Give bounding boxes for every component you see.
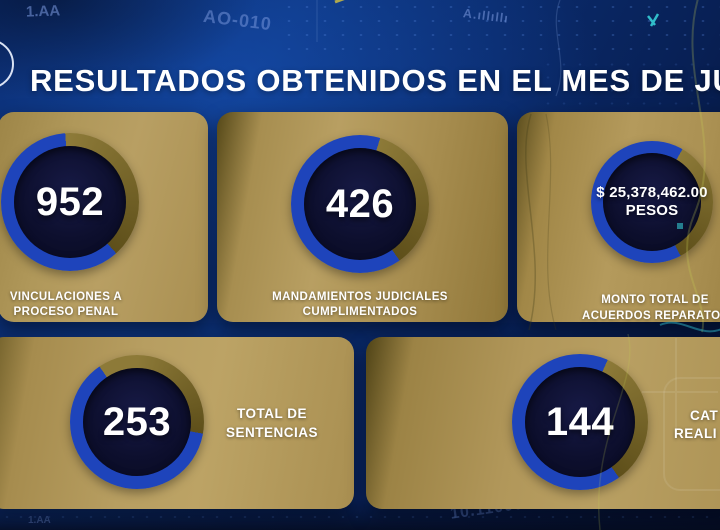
stat-label-line1: CAT [690,408,719,423]
decor-code-top-left: 1.AA [25,2,61,21]
dot-grid-bottom [0,511,720,523]
stat-value: 253 [102,399,172,444]
donut-hole [83,368,191,476]
donut-chart-sentencias: 253 [70,355,204,489]
decor-code-bottom-left: 1.AA [28,515,51,526]
stat-label-line2: REALI [674,426,717,441]
stat-label: TOTAL DE SENTENCIAS [225,406,318,440]
stat-label-line2: ACUERDOS REPARATORI [582,310,720,322]
stat-value-money: $ 25,378,462.00 PESOS [596,183,708,220]
donut-hole [603,153,701,251]
page-title: RESULTADOS OBTENIDOS EN EL MES DE JU [30,62,720,98]
stat-label-line1: MONTO TOTAL DE [601,294,709,306]
donut-chart-vinculaciones: 952 [1,133,139,271]
dot-grid-top [280,0,720,56]
card-vinculaciones-proceso-penal: 952 VINCULACIONES A PROCESO PENAL [0,112,208,322]
donut-chart-monto: $ 25,378,462.00 PESOS [591,141,713,263]
top-left-shade [0,0,260,100]
stat-value: 952 [35,179,105,224]
stat-value: 426 [325,181,395,226]
donut-hole [525,367,635,477]
donut-chart-cateos: 144 [512,354,648,490]
card-monto-acuerdos-reparatorios: $ 25,378,462.00 PESOS MONTO TOTAL DE ACU… [517,112,720,322]
card-cateos-realizados: 144 CAT REALI [366,337,720,509]
card-mandamientos-judiciales: 426 MANDAMIENTOS JUDICIALES CUMPLIMENTAD… [217,112,508,322]
dot-grid-right [540,58,720,110]
stat-label: VINCULACIONES A PROCESO PENAL [9,291,123,318]
stat-value: 144 [545,399,615,444]
stat-label: MANDAMIENTOS JUDICIALES CUMPLIMENTADOS [272,291,448,318]
donut-chart-mandamientos: 426 [291,135,429,273]
donut-hole [304,148,416,260]
card-total-sentencias: 253 TOTAL DE SENTENCIAS [0,337,354,509]
donut-hole [14,146,126,258]
